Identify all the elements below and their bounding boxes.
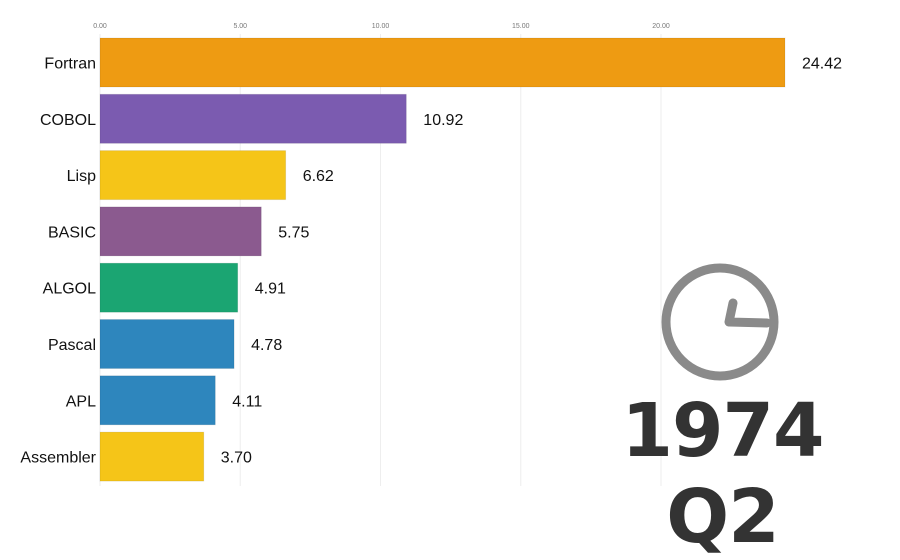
clock-icon (661, 263, 779, 381)
period-label: 1974 Q2 (621, 388, 825, 560)
category-label: BASIC (48, 224, 96, 241)
category-label: Lisp (67, 168, 96, 185)
x-tick-label: 10.00 (372, 23, 390, 30)
category-label: Pascal (48, 337, 96, 354)
category-label: APL (66, 393, 96, 410)
bar-chart: 0.00 5.00 10.00 15.00 20.00 Fortran 24.42 COBOL… (20, 23, 842, 486)
value-label: 4.11 (232, 393, 262, 410)
bar-algol (99, 262, 239, 313)
bar-assembler (99, 431, 205, 482)
value-label: 6.62 (303, 168, 334, 185)
bar-fortran (99, 37, 786, 88)
category-label: Fortran (44, 56, 96, 73)
value-label: 24.42 (802, 56, 842, 73)
bar-pascal (99, 319, 235, 369)
value-label: 3.70 (221, 450, 252, 467)
x-tick-label: 20.00 (652, 23, 670, 30)
value-label: 4.78 (251, 337, 282, 354)
x-tick-label: 0.00 (93, 23, 107, 30)
category-label: ALGOL (43, 281, 96, 298)
value-label: 4.91 (255, 281, 286, 298)
category-label: COBOL (40, 112, 96, 129)
category-label: Assembler (20, 450, 96, 467)
value-label: 5.75 (278, 224, 309, 241)
bar-apl (99, 375, 216, 426)
x-tick-label: 5.00 (233, 23, 247, 30)
value-label: 10.92 (423, 112, 463, 129)
bar-basic (99, 206, 262, 257)
x-tick-label: 15.00 (512, 23, 530, 30)
bar-cobol (99, 93, 407, 144)
bar-lisp (99, 150, 287, 201)
